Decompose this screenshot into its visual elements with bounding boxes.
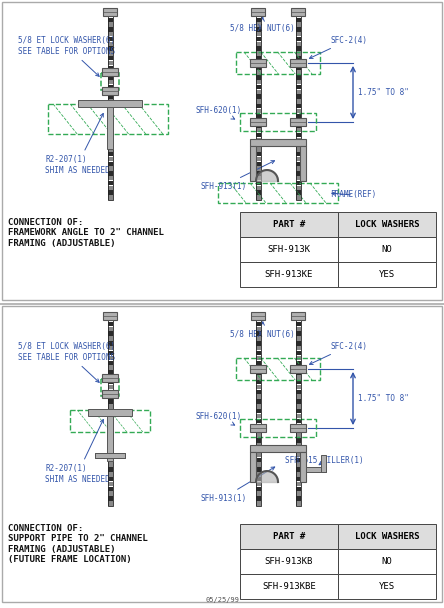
Bar: [321, 455, 326, 472]
Bar: [107, 404, 112, 409]
Bar: [2, 306, 442, 602]
Bar: [240, 419, 316, 437]
Bar: [236, 52, 320, 74]
Bar: [107, 331, 112, 336]
Bar: [107, 434, 112, 438]
Text: SFH-620(1): SFH-620(1): [195, 106, 241, 119]
Bar: [255, 8, 261, 200]
Bar: [107, 89, 112, 94]
Bar: [296, 429, 301, 433]
Bar: [296, 380, 301, 384]
Bar: [296, 157, 301, 161]
Bar: [296, 477, 301, 482]
Bar: [255, 356, 261, 360]
Text: LOCK WASHERS: LOCK WASHERS: [355, 220, 419, 229]
Bar: [48, 104, 168, 134]
Bar: [296, 322, 301, 326]
Bar: [255, 94, 261, 99]
Bar: [296, 147, 301, 151]
Bar: [255, 80, 261, 85]
Text: NO: NO: [382, 557, 392, 566]
Bar: [296, 137, 301, 142]
Bar: [296, 128, 301, 133]
Bar: [296, 152, 301, 156]
Bar: [107, 365, 112, 370]
Bar: [255, 482, 261, 486]
Bar: [107, 482, 112, 486]
Bar: [251, 312, 265, 320]
Bar: [296, 133, 301, 137]
Text: NO: NO: [382, 245, 392, 254]
Bar: [107, 346, 112, 350]
Bar: [107, 190, 112, 195]
Bar: [255, 119, 261, 123]
Text: R2-207(1)
SHIM AS NEEDED: R2-207(1) SHIM AS NEEDED: [45, 114, 110, 174]
Bar: [255, 419, 261, 423]
Bar: [290, 118, 306, 126]
Text: SFH-913K: SFH-913K: [267, 245, 310, 254]
Bar: [250, 445, 306, 452]
Bar: [250, 365, 266, 373]
Bar: [107, 317, 112, 321]
Bar: [103, 312, 117, 320]
Bar: [255, 13, 261, 17]
Bar: [296, 419, 301, 423]
Bar: [255, 128, 261, 133]
Bar: [296, 8, 301, 200]
Bar: [296, 414, 301, 418]
Bar: [255, 18, 261, 22]
Bar: [296, 312, 301, 316]
Text: 5/8 HEX NUT(6): 5/8 HEX NUT(6): [230, 18, 295, 32]
Bar: [107, 322, 112, 326]
Text: SFH-913KB: SFH-913KB: [265, 557, 313, 566]
Bar: [107, 414, 112, 418]
Bar: [296, 176, 301, 181]
Bar: [250, 146, 256, 181]
Bar: [296, 385, 301, 389]
Bar: [107, 351, 112, 355]
Bar: [255, 429, 261, 433]
Bar: [255, 181, 261, 185]
Text: FRAME(REF): FRAME(REF): [330, 190, 376, 199]
Text: CONNECTION OF:
FRAMEWORK ANGLE TO 2" CHANNEL
FRAMING (ADJUSTABLE): CONNECTION OF: FRAMEWORK ANGLE TO 2" CHA…: [8, 218, 164, 248]
Bar: [2, 2, 442, 300]
Bar: [107, 185, 112, 190]
Bar: [107, 152, 112, 156]
Bar: [255, 147, 261, 151]
Bar: [255, 477, 261, 482]
Bar: [107, 119, 112, 123]
Bar: [107, 399, 112, 404]
Bar: [255, 322, 261, 326]
Bar: [107, 477, 112, 482]
Bar: [107, 491, 112, 496]
Bar: [296, 104, 301, 108]
Bar: [250, 118, 266, 126]
Bar: [296, 13, 301, 17]
Bar: [107, 32, 112, 36]
Bar: [255, 133, 261, 137]
Bar: [107, 409, 112, 413]
Bar: [296, 438, 301, 443]
Bar: [296, 41, 301, 46]
Bar: [107, 71, 112, 75]
Bar: [107, 128, 112, 133]
Bar: [255, 501, 261, 506]
Bar: [296, 326, 301, 331]
Bar: [107, 326, 112, 331]
Bar: [107, 438, 112, 443]
Bar: [240, 113, 316, 131]
Bar: [296, 99, 301, 103]
Bar: [255, 75, 261, 80]
Bar: [296, 351, 301, 355]
Bar: [296, 452, 301, 457]
Bar: [255, 99, 261, 103]
Bar: [255, 195, 261, 199]
Bar: [107, 41, 112, 46]
Bar: [255, 190, 261, 195]
Bar: [255, 312, 261, 506]
Bar: [338, 237, 436, 262]
Bar: [255, 365, 261, 370]
Bar: [296, 56, 301, 60]
Bar: [255, 61, 261, 65]
Text: SFH-620(1): SFH-620(1): [195, 412, 241, 425]
